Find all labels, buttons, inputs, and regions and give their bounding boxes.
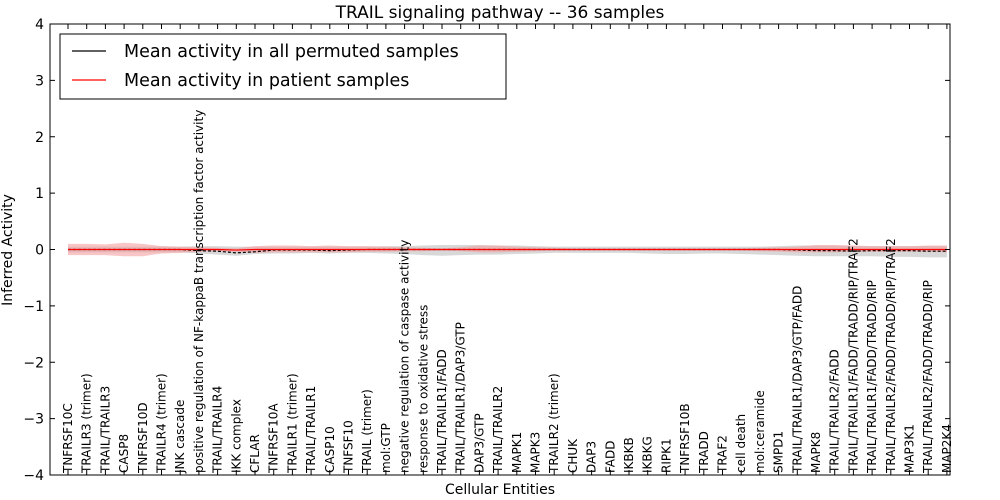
x-tick-label: IKBKB [622,437,636,473]
x-tick-label: SMPD1 [772,431,786,473]
x-tick-label: TRADD [697,431,711,474]
chart-title: TRAIL signaling pathway -- 36 samples [335,3,665,23]
x-tick-label: TRAIL/TRAILR1/FADD [435,349,449,474]
x-tick-label: mol:GTP [379,423,393,473]
x-tick-label: TRAIL (trimer) [360,389,374,474]
series-1-line [68,248,947,251]
y-tick-label: 1 [35,186,44,202]
legend-label-patient: Mean activity in patient samples [124,71,409,91]
legend-box [59,33,507,100]
y-tick-label: −2 [23,355,44,371]
x-tick-label: TRAIL/TRAILR2/FADD/TRADD/RIP [921,280,935,474]
x-tick-label: CASP8 [117,434,131,473]
x-tick-label: MAPK1 [510,432,524,473]
y-tick-label: 3 [35,73,44,89]
x-tick-label: DAP3/GTP [472,413,486,473]
x-tick-label: MAPK8 [809,432,823,473]
series-0-line [68,248,947,254]
x-tick-label: DAP3 [585,441,599,473]
x-tick-label: TNFRSF10D [136,402,150,474]
x-tick-label: positive regulation of NF-kappaB transcr… [192,110,206,473]
x-tick-label: TNFSF10 [342,420,356,474]
x-tick-label: TRAIL/TRAILR2/FADD [828,349,842,474]
y-axis-label: Inferred Activity [0,194,16,306]
y-tick-label: −1 [23,299,44,315]
x-tick-label: JNK cascade [173,400,187,474]
x-tick-label: MAP3K1 [903,424,917,473]
x-tick-label: TRAIL/TRAILR1/DAP3/GTP/FADD [790,286,804,474]
x-tick-label: TRAIL/TRAILR3 [98,386,112,474]
x-tick-label: FADD [603,441,617,474]
y-tick-label: 2 [35,130,44,146]
x-tick-label: TRAIL/TRAILR1/FADD/TRADD/RIP [865,280,879,474]
y-tick-label: 0 [35,243,44,259]
x-tick-label: IKBKG [641,436,655,473]
y-tick-label: −3 [23,412,44,428]
x-tick-label: TNFRSF10A [267,403,281,474]
y-tick-label: 4 [35,17,44,33]
x-tick-label: TRAILR3 (trimer) [80,373,94,474]
x-tick-label: MAP2K4 [940,424,954,473]
x-tick-label: TRAIL/TRAILR2 [491,386,505,474]
x-tick-label: TRAIL/TRAILR1 [304,386,318,474]
legend: Mean activity in all permuted samples Me… [59,33,507,100]
x-tick-label: TRAIL/TRAILR1/DAP3/GTP [454,322,468,474]
x-tick-label: RIPK1 [659,438,673,473]
x-axis-label: Cellular Entities [445,482,555,498]
x-tick-label: MAPK3 [529,432,543,473]
x-tick-label: negative regulation of caspase activity [398,240,412,473]
x-tick-label: TRAIL/TRAILR1/FADD/TRADD/RIP/TRAF2 [846,238,860,474]
x-tick-label: TRAF2 [716,435,730,474]
x-tick-label: TRAIL/TRAILR2/FADD/TRADD/RIP/TRAF2 [884,238,898,474]
plot-frame [49,23,951,476]
x-tick-label: cell death [734,414,748,473]
legend-label-permuted: Mean activity in all permuted samples [124,42,459,62]
y-tick-label: −4 [23,468,44,484]
x-tick-label: TRAIL/TRAILR4 [211,386,225,474]
x-tick-label: TNFRSF10C [61,403,75,474]
x-tick-label: TRAILR4 (trimer) [155,373,169,474]
x-tick-label: mol:ceramide [753,390,767,473]
x-tick-label: TRAILR2 (trimer) [547,373,561,474]
plot-area: −4 −3 −2 −1 0 1 2 3 4 TNFRSF10C TRAILR3 (trimer) TR… [23,17,954,484]
x-tick-label: CASP10 [323,426,337,473]
x-tick-label: CFLAR [248,434,262,473]
x-tick-label: TNFRSF10B [678,403,692,474]
x-tick-label: TRAILR1 (trimer) [285,373,299,474]
x-tick-label: IKK complex [229,399,243,473]
x-tick-label: CHUK [566,438,580,473]
x-tick-label: response to oxidative stress [416,305,430,473]
